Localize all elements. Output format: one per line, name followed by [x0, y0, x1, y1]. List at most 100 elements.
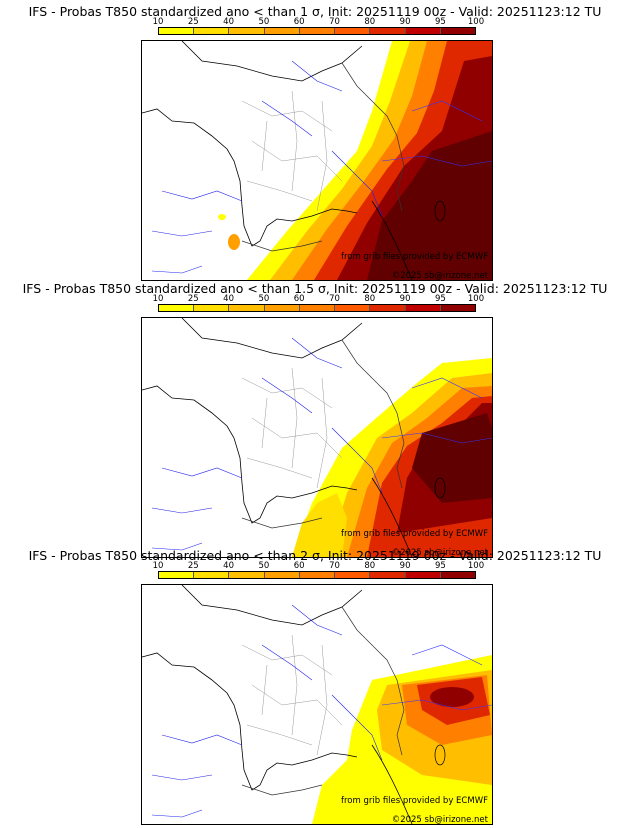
colorbar-tick: 100	[467, 294, 485, 304]
border	[241, 517, 323, 529]
colorbar-tick: 60	[293, 561, 305, 571]
map-graphic	[142, 585, 492, 824]
colorbar-swatch	[335, 305, 371, 311]
colorbar-swatch	[194, 305, 230, 311]
colorbar-tick: 10	[152, 294, 164, 304]
credit-copyright: ©2025 sb@irizone.net	[391, 548, 488, 558]
colorbar-tick: 70	[329, 294, 340, 304]
colorbar-tick: 90	[399, 17, 411, 27]
colorbar-swatch	[194, 28, 230, 34]
colorbar-swatch	[299, 572, 336, 578]
colorbar-ticks: 10 25 40 50 60 70 80 90 95 100	[153, 294, 485, 304]
colorbar-swatch	[264, 572, 300, 578]
colorbar-swatch	[335, 28, 371, 34]
colorbar-tick: 95	[434, 561, 446, 571]
prob-spot	[218, 214, 226, 220]
regional-borders	[241, 90, 343, 212]
colorbar-swatch	[370, 305, 406, 311]
colorbar-swatch	[405, 28, 441, 34]
colorbar-swatch	[159, 305, 195, 311]
coastline	[142, 652, 358, 791]
colorbar-tick: 50	[258, 294, 270, 304]
panel-title: IFS - Probas T850 standardized ano < tha…	[22, 281, 608, 296]
colorbar-tick: 80	[364, 561, 376, 571]
rivers	[151, 604, 383, 818]
colorbar-tick: 25	[187, 561, 199, 571]
probability-map: from grib files provided by ECMWF ©2025 …	[141, 584, 493, 825]
rivers	[381, 644, 492, 711]
colorbar-swatch	[264, 28, 300, 34]
colorbar-swatch	[440, 572, 475, 578]
map-panel-3: IFS - Probas T850 standardized ano < tha…	[0, 549, 630, 825]
coastline	[142, 108, 358, 247]
island-coast	[434, 744, 446, 766]
border	[241, 240, 323, 252]
credit-source: from grib files provided by ECMWF	[341, 252, 488, 262]
border	[241, 784, 323, 796]
rivers	[151, 337, 383, 551]
coastline	[181, 585, 363, 626]
coastline	[371, 200, 413, 280]
colorbar	[158, 571, 476, 579]
colorbar-swatch	[335, 572, 371, 578]
prob-area-100	[367, 131, 492, 280]
probability-map: from grib files provided by ECMWF ©2025 …	[141, 40, 493, 281]
colorbar-swatch	[370, 572, 406, 578]
credit-copyright: ©2025 sb@irizone.net	[391, 815, 488, 825]
colorbar-tick: 90	[399, 294, 411, 304]
panel-title: IFS - Probas T850 standardized ano < tha…	[28, 4, 602, 19]
coastline	[142, 385, 358, 524]
rivers	[381, 377, 492, 444]
border	[341, 606, 405, 756]
colorbar-swatch	[405, 572, 441, 578]
colorbar-swatch	[229, 572, 265, 578]
colorbar-swatch	[405, 305, 441, 311]
colorbar-tick: 50	[258, 17, 270, 27]
colorbar-tick: 25	[187, 294, 199, 304]
colorbar-swatch	[229, 28, 265, 34]
panel-title: IFS - Probas T850 standardized ano < tha…	[28, 548, 602, 563]
coastline	[371, 744, 413, 824]
colorbar-swatch	[159, 28, 195, 34]
colorbar-tick: 40	[223, 17, 235, 27]
credit-source: from grib files provided by ECMWF	[341, 529, 488, 539]
colorbar-swatch	[299, 28, 336, 34]
colorbar-ticks: 10 25 40 50 60 70 80 90 95 100	[153, 17, 485, 27]
map-graphic	[142, 41, 492, 280]
island-coast	[434, 477, 446, 499]
colorbar-swatch	[194, 572, 230, 578]
regional-borders	[241, 634, 343, 756]
colorbar	[158, 27, 476, 35]
map-graphic	[142, 318, 492, 557]
colorbar-tick: 90	[399, 561, 411, 571]
border	[341, 62, 405, 212]
colorbar-tick: 40	[223, 294, 235, 304]
island-coast	[434, 200, 446, 222]
colorbar	[158, 304, 476, 312]
colorbar-tick: 10	[152, 17, 164, 27]
colorbar-swatch	[370, 28, 406, 34]
colorbar-swatch	[440, 28, 475, 34]
colorbar-swatch	[159, 572, 195, 578]
probability-map: from grib files provided by ECMWF ©2025 …	[141, 317, 493, 558]
colorbar-tick: 100	[467, 561, 485, 571]
colorbar-swatch	[299, 305, 336, 311]
colorbar-tick: 25	[187, 17, 199, 27]
colorbar-tick: 80	[364, 294, 376, 304]
prob-area-90	[430, 687, 474, 707]
colorbar-tick: 10	[152, 561, 164, 571]
colorbar-swatch	[440, 305, 475, 311]
colorbar-tick: 70	[329, 561, 340, 571]
colorbar-swatch	[229, 305, 265, 311]
colorbar-tick: 100	[467, 17, 485, 27]
regional-borders	[241, 367, 343, 489]
colorbar-tick: 80	[364, 17, 376, 27]
rivers	[151, 60, 383, 274]
colorbar-tick: 50	[258, 561, 270, 571]
colorbar-tick: 70	[329, 17, 340, 27]
colorbar-tick: 95	[434, 17, 446, 27]
coastline	[371, 477, 413, 557]
colorbar-ticks: 10 25 40 50 60 70 80 90 95 100	[153, 561, 485, 571]
colorbar-tick: 60	[293, 17, 305, 27]
credit-source: from grib files provided by ECMWF	[341, 796, 488, 806]
